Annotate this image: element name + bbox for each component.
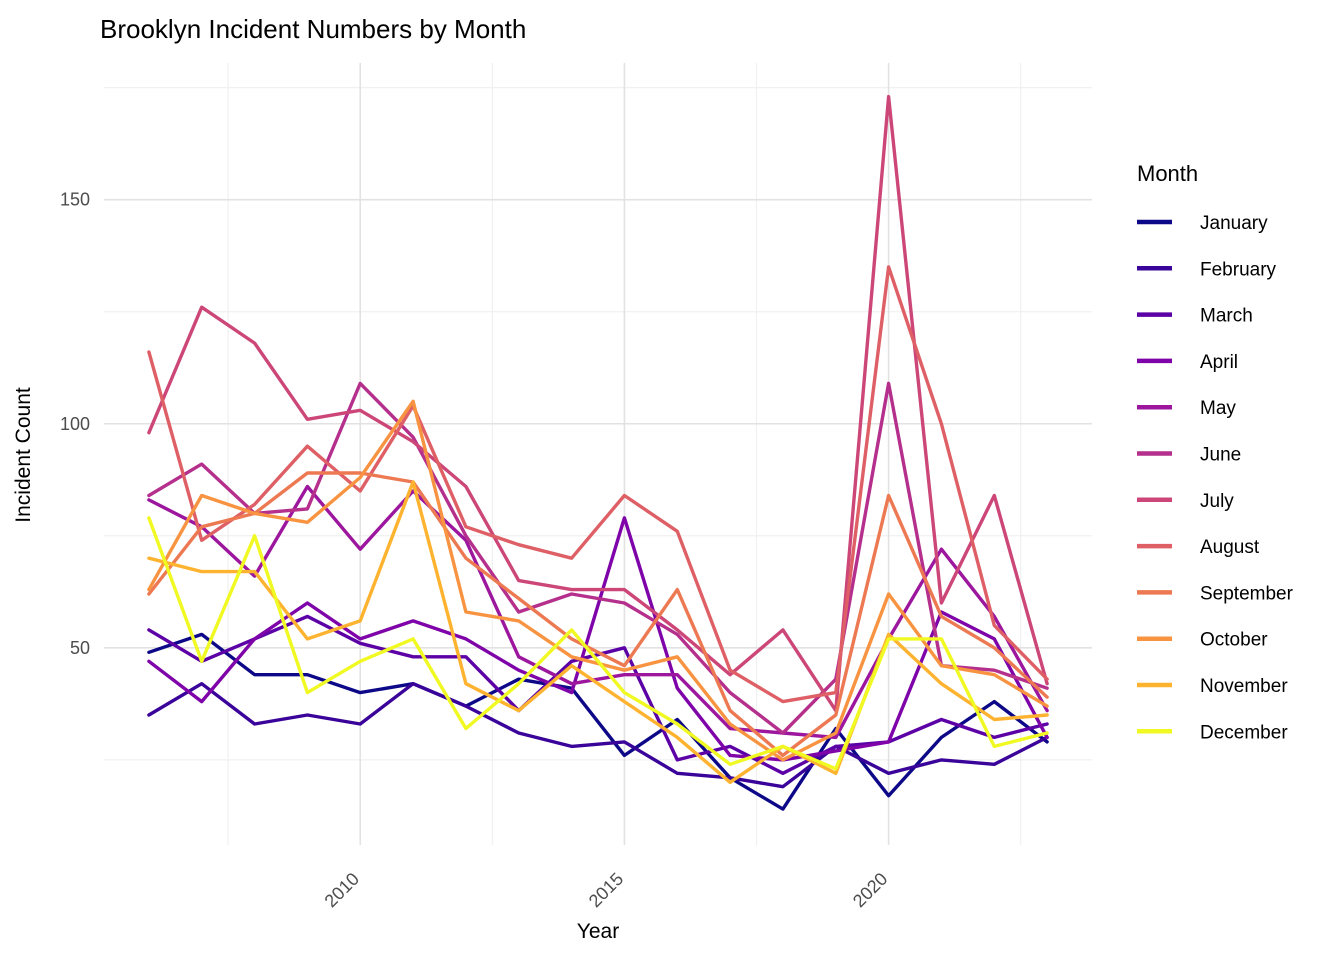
series-line-december xyxy=(147,516,1049,771)
series-line-october xyxy=(147,399,1049,762)
series-line-july xyxy=(147,94,1049,713)
series-line-april xyxy=(147,516,1049,762)
legend-label-july: July xyxy=(1200,491,1234,512)
legend-label-december: December xyxy=(1200,722,1288,743)
legend-label-january: January xyxy=(1200,213,1268,234)
y-tick-label: 150 xyxy=(60,190,90,210)
x-tick-label: 2010 xyxy=(321,869,363,911)
legend-title: Month xyxy=(1137,161,1198,186)
y-tick-label: 100 xyxy=(60,414,90,434)
legend-label-november: November xyxy=(1200,676,1288,697)
grid-layer xyxy=(104,63,1092,845)
legend-label-june: June xyxy=(1200,445,1241,466)
series-line-march xyxy=(147,614,1049,775)
legend-label-april: April xyxy=(1200,352,1238,373)
legend: Month January February March April May June Ju… xyxy=(1137,161,1294,743)
series-line-november xyxy=(147,480,1049,784)
series-layer xyxy=(147,94,1049,811)
legend-label-august: August xyxy=(1200,537,1260,558)
y-tick-label: 50 xyxy=(70,638,90,658)
x-tick-label: 2020 xyxy=(849,869,891,911)
series-line-may xyxy=(147,484,1049,740)
legend-label-september: September xyxy=(1200,583,1294,604)
legend-label-october: October xyxy=(1200,630,1268,651)
legend-label-may: May xyxy=(1200,398,1236,419)
series-line-june xyxy=(147,381,1049,735)
series-line-september xyxy=(147,471,1049,758)
legend-label-march: March xyxy=(1200,306,1253,327)
x-axis-title: Year xyxy=(577,920,619,943)
legend-label-february: February xyxy=(1200,259,1277,280)
y-axis-title: Incident Count xyxy=(12,387,35,523)
x-tick-label: 2015 xyxy=(585,869,627,911)
series-line-august xyxy=(147,265,1049,704)
series-line-february xyxy=(147,682,1049,789)
chart-title: Brooklyn Incident Numbers by Month xyxy=(100,14,526,44)
series-line-january xyxy=(147,632,1049,811)
